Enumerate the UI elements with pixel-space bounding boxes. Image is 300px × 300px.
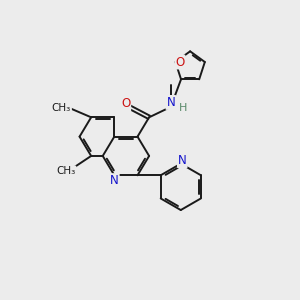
Text: O: O xyxy=(175,56,184,68)
Text: H: H xyxy=(178,103,187,113)
Text: N: N xyxy=(110,174,119,187)
Text: N: N xyxy=(167,96,175,109)
Text: O: O xyxy=(121,98,130,110)
Text: CH₃: CH₃ xyxy=(52,103,71,113)
Text: CH₃: CH₃ xyxy=(56,167,76,176)
Text: N: N xyxy=(178,154,187,167)
